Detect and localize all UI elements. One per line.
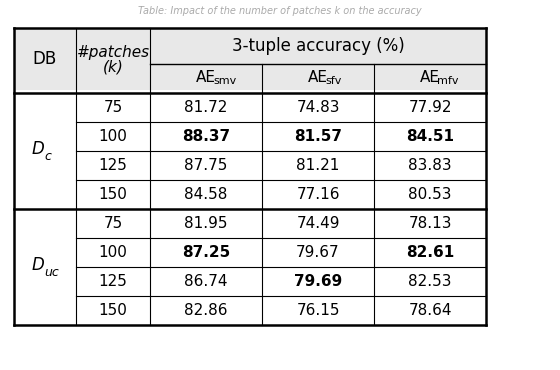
Text: AE: AE — [308, 70, 328, 84]
Text: 81.72: 81.72 — [184, 100, 228, 115]
Text: c: c — [44, 149, 51, 162]
Text: 74.83: 74.83 — [296, 100, 340, 115]
Bar — [76, 28, 150, 90]
Bar — [374, 64, 486, 90]
Bar — [150, 151, 262, 180]
Text: 150: 150 — [99, 303, 128, 318]
Text: 150: 150 — [99, 187, 128, 202]
Text: 78.64: 78.64 — [408, 303, 452, 318]
Bar — [150, 209, 262, 238]
Text: 86.74: 86.74 — [184, 274, 228, 289]
Bar — [374, 122, 486, 151]
Text: AE: AE — [196, 70, 216, 84]
Text: Table: Impact of the number of patches k on the accuracy: Table: Impact of the number of patches k… — [138, 6, 422, 16]
Text: 79.69: 79.69 — [294, 274, 342, 289]
Text: 76.15: 76.15 — [296, 303, 340, 318]
Text: 84.51: 84.51 — [406, 129, 454, 144]
Text: 77.92: 77.92 — [408, 100, 452, 115]
Bar — [262, 151, 374, 180]
Bar — [262, 180, 374, 209]
Text: 81.95: 81.95 — [184, 216, 228, 231]
Bar — [76, 180, 150, 209]
Text: 125: 125 — [99, 274, 128, 289]
Text: 125: 125 — [99, 158, 128, 173]
Text: mfv: mfv — [437, 76, 459, 86]
Bar — [374, 180, 486, 209]
Text: 82.53: 82.53 — [408, 274, 452, 289]
Text: 80.53: 80.53 — [408, 187, 452, 202]
Bar — [374, 151, 486, 180]
Text: DB: DB — [33, 50, 57, 68]
Bar — [76, 209, 150, 238]
Bar — [262, 64, 374, 90]
Bar — [374, 296, 486, 325]
Bar — [262, 209, 374, 238]
Bar — [14, 93, 76, 209]
Text: D: D — [31, 140, 44, 158]
Bar — [150, 64, 262, 90]
Bar — [150, 296, 262, 325]
Text: sfv: sfv — [325, 76, 342, 86]
Text: AE: AE — [420, 70, 440, 84]
Text: 100: 100 — [99, 129, 128, 144]
Text: D: D — [31, 256, 44, 274]
Text: 79.67: 79.67 — [296, 245, 340, 260]
Bar — [76, 238, 150, 267]
Bar — [374, 209, 486, 238]
Bar — [374, 238, 486, 267]
Bar — [76, 296, 150, 325]
Bar — [76, 151, 150, 180]
Bar — [374, 267, 486, 296]
Bar — [14, 28, 76, 90]
Bar — [262, 93, 374, 122]
Text: (k): (k) — [102, 60, 123, 74]
Text: uc: uc — [44, 266, 59, 279]
Text: 88.37: 88.37 — [182, 129, 230, 144]
Text: 84.58: 84.58 — [184, 187, 228, 202]
Text: 74.49: 74.49 — [296, 216, 340, 231]
Text: 87.75: 87.75 — [184, 158, 228, 173]
Text: 87.25: 87.25 — [182, 245, 230, 260]
Bar — [150, 122, 262, 151]
Bar — [76, 267, 150, 296]
Bar — [150, 180, 262, 209]
Bar — [150, 267, 262, 296]
Text: 82.61: 82.61 — [406, 245, 454, 260]
Text: 3-tuple accuracy (%): 3-tuple accuracy (%) — [232, 37, 404, 55]
Text: 81.57: 81.57 — [294, 129, 342, 144]
Text: 100: 100 — [99, 245, 128, 260]
Bar — [76, 93, 150, 122]
Text: 75: 75 — [104, 216, 123, 231]
Bar — [14, 209, 76, 325]
Text: 77.16: 77.16 — [296, 187, 340, 202]
Text: #patches: #patches — [76, 44, 150, 60]
Bar — [262, 267, 374, 296]
Text: 75: 75 — [104, 100, 123, 115]
Text: 78.13: 78.13 — [408, 216, 452, 231]
Bar — [262, 238, 374, 267]
Bar — [374, 93, 486, 122]
Bar — [150, 238, 262, 267]
Text: 83.83: 83.83 — [408, 158, 452, 173]
Text: smv: smv — [213, 76, 236, 86]
Bar — [262, 296, 374, 325]
Text: 81.21: 81.21 — [296, 158, 340, 173]
Bar — [76, 122, 150, 151]
Text: 82.86: 82.86 — [184, 303, 228, 318]
Bar — [262, 122, 374, 151]
Bar — [150, 93, 262, 122]
Bar — [150, 28, 486, 64]
